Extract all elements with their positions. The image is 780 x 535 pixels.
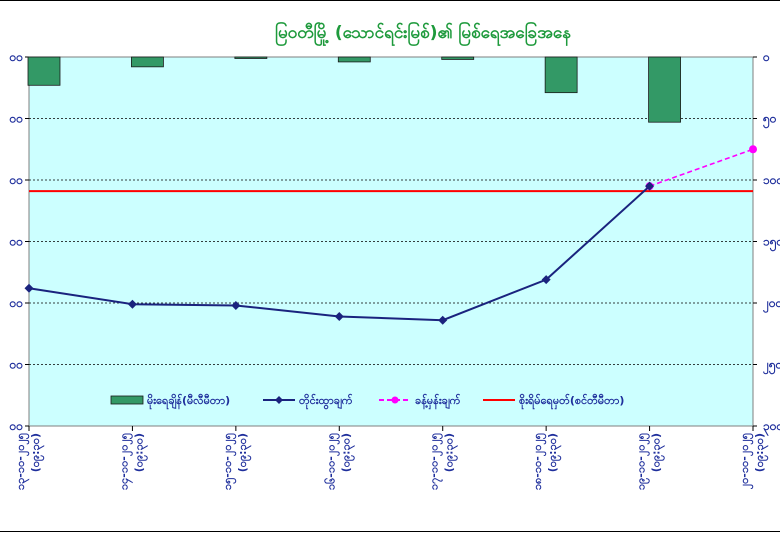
chart-border-top: [0, 0, 780, 1]
x-tick-time-label: (၀၉:၃၀): [753, 433, 769, 472]
chart-title: မြဝတီမြို့ (သောင်ရင်းမြစ်)၏ မြစ်ရေအခြေအန…: [275, 20, 571, 47]
legend-marker-measured: [275, 396, 283, 404]
rain-bar: [441, 56, 475, 60]
rain-bar: [234, 56, 268, 59]
left-tick-label: ၀၀: [9, 419, 24, 433]
legend-label-warning: စိုးရိမ်ရေမှတ်(စင်တီမီတာ): [519, 393, 624, 410]
rain-bar: [131, 56, 164, 68]
x-tick-time-label: (၀၉:၃၀): [443, 433, 459, 472]
x-tick-label: ၂၀-၁၀-၂၀၂၅: [738, 432, 754, 489]
x-tick-time-label: (၀၉:၃၀): [339, 433, 355, 472]
data-lines: [24, 145, 757, 325]
x-tick-time-label: (၀၉:၃၀): [546, 433, 562, 472]
right-tick-label: ၁၅၀: [763, 235, 780, 253]
x-tick-label: ၁၆-၁၀-၂၀၂၅: [324, 432, 340, 490]
rain-bar: [337, 56, 371, 63]
gridlines: [29, 118, 753, 365]
x-tick-label: ၁၇-၁၀-၂၀၂၅: [428, 432, 444, 490]
right-tick-label: ၂၅၀: [762, 358, 780, 376]
chart-border-bottom: [0, 531, 780, 532]
left-tick-label: ၀၀: [9, 173, 24, 187]
right-tick-label: ၂၀၀: [762, 296, 780, 314]
x-tick-label: ၁၄-၁၀-၂၀၂၅: [117, 432, 133, 490]
measured-point: [127, 299, 137, 309]
rain-bar: [648, 56, 681, 123]
legend-label-rain: မိုးရေချိန်(မီလီမီတာ): [147, 393, 230, 410]
right-tick-label: ၀: [762, 50, 770, 64]
x-tick-label: ၁၅-၁၀-၂၀၂၅: [221, 432, 237, 490]
forecast-point: [749, 145, 757, 154]
measured-point: [24, 283, 34, 293]
x-tick-time-label: (၀၉:၃၀): [650, 433, 666, 472]
left-tick-label: ၀၀: [9, 50, 24, 64]
measured-point: [438, 315, 448, 325]
x-tick-time-label: (၀၉:၃၀): [29, 433, 45, 472]
left-tick-label: ၀၀: [9, 112, 24, 126]
measured-point: [645, 181, 655, 191]
left-tick-label: ၀၀: [9, 296, 24, 310]
measured-point: [541, 275, 551, 285]
forecast-line: [649, 148, 754, 187]
rain-bar: [27, 56, 61, 86]
legend-label-measured: တိုင်းထွာချက်: [299, 393, 353, 410]
right-tick-label: ၃၀၀: [763, 419, 780, 437]
legend: မိုးရေချိန်(မီလီမီတာ) တိုင်းထွာချက် ခန့်…: [110, 393, 624, 410]
legend-marker-forecast: [391, 396, 399, 404]
x-tick-label: ၁၈-၁၀-၂၀၂၅: [531, 432, 547, 490]
left-tick-label: ၀၀: [9, 235, 24, 249]
x-tick-label: ၁၃-၁၀-၂၀၂၅: [14, 432, 30, 490]
measured-point: [334, 312, 344, 322]
left-tick-label: ၀၀: [9, 358, 24, 372]
rain-bars: [27, 56, 681, 123]
x-tick-time-label: (၀၉:၃၀): [132, 433, 148, 472]
right-tick-label: ၁၀၀: [763, 173, 780, 187]
measured-point: [231, 300, 241, 310]
x-tick-label: ၁၉-၁၀-၂၀၂၅: [635, 432, 651, 490]
legend-label-forecast: ခန့်မှန်းချက်: [415, 393, 461, 410]
x-axis: ၁၃-၁၀-၂၀၂၅ (၀၉:၃၀) ၁၄-၁၀-၂၀၂၅ (၀၉:၃၀) ၁၅-၁၀-…: [14, 426, 769, 490]
right-tick-label: ၅၀: [762, 112, 777, 130]
legend-swatch-rain: [110, 395, 144, 405]
rain-bar: [544, 56, 578, 94]
x-tick-time-label: (၀၉:၃၀): [236, 433, 252, 472]
